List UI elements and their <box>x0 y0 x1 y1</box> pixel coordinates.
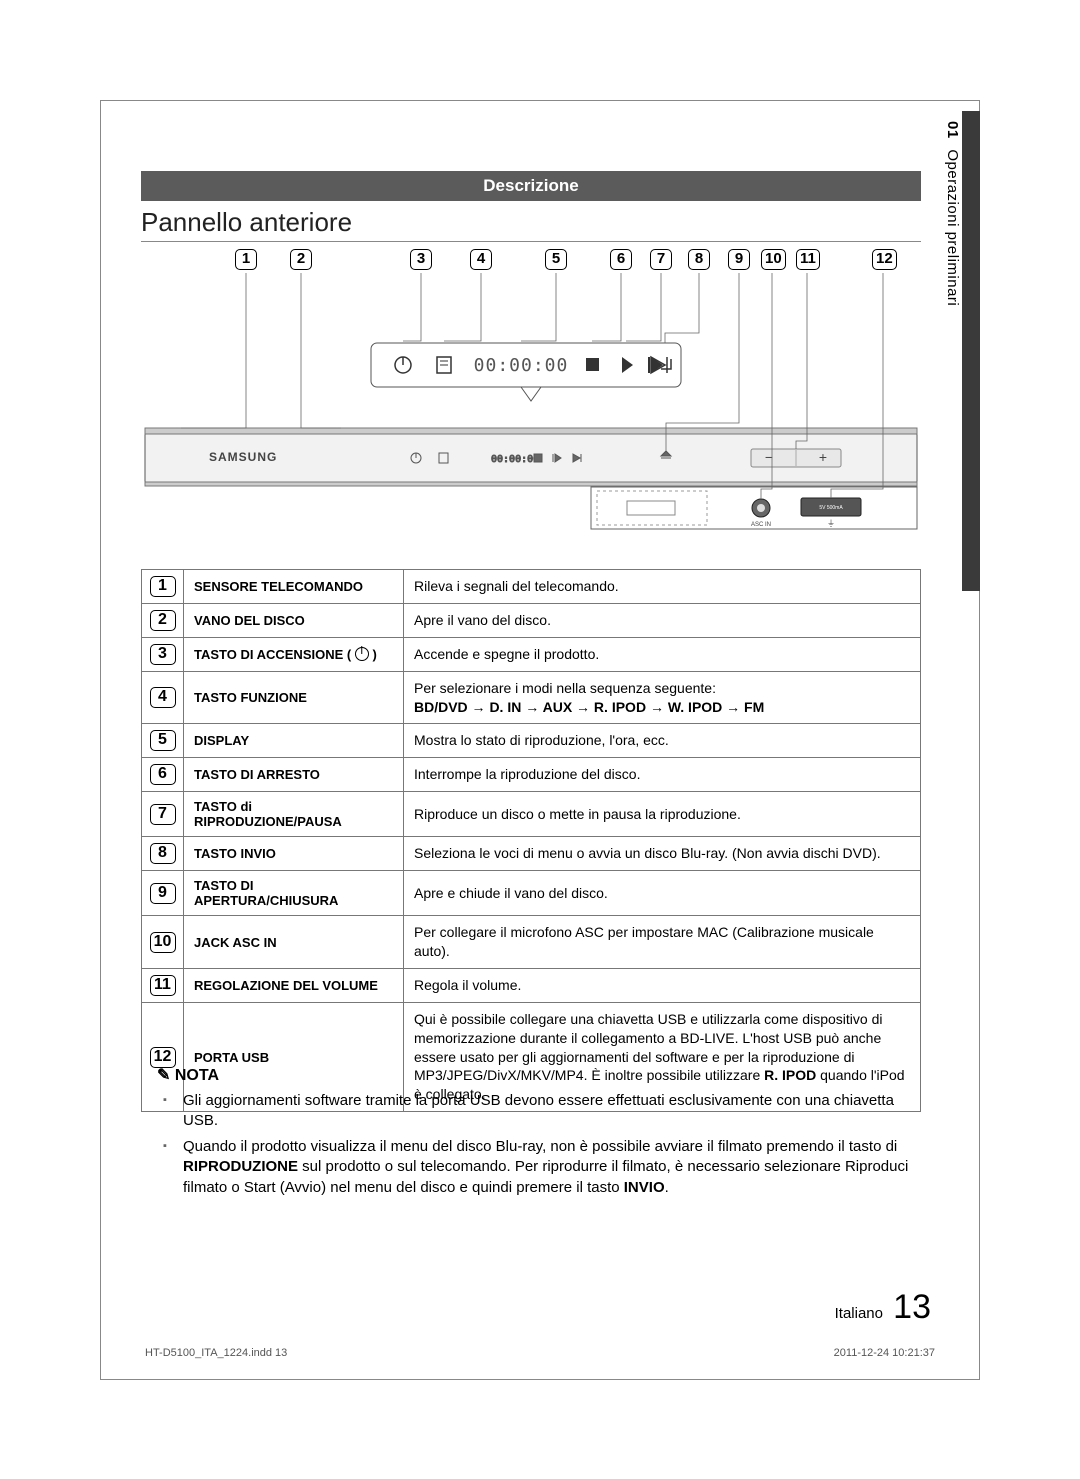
callout-row: 123456789101112 <box>141 249 921 273</box>
row-name: DISPLAY <box>184 724 404 758</box>
row-number: 4 <box>150 687 176 708</box>
table-row: 4 TASTO FUNZIONEPer selezionare i modi ne… <box>142 671 921 724</box>
svg-text:SAMSUNG: SAMSUNG <box>209 450 277 464</box>
callout-1: 1 <box>235 249 257 270</box>
row-name: JACK ASC IN <box>184 916 404 969</box>
row-name: TASTO di RIPRODUZIONE/PAUSA <box>184 792 404 837</box>
row-desc: Per selezionare i modi nella sequenza se… <box>404 671 921 724</box>
svg-text:+: + <box>819 449 827 465</box>
page-number: Italiano 13 <box>835 1288 931 1327</box>
row-desc: Accende e spegne il prodotto. <box>404 637 921 671</box>
callout-12: 12 <box>872 249 897 270</box>
row-name: VANO DEL DISCO <box>184 603 404 637</box>
callout-3: 3 <box>410 249 432 270</box>
svg-text:00:00:00: 00:00:00 <box>474 355 569 376</box>
print-footer-right: 2011-12-24 10:21:37 <box>834 1347 935 1359</box>
heading-bar: Descrizione <box>141 171 921 201</box>
row-name: SENSORE TELECOMANDO <box>184 570 404 604</box>
row-number: 5 <box>150 730 176 751</box>
table-row: 11 REGOLAZIONE DEL VOLUMERegola il volume… <box>142 968 921 1002</box>
callout-4: 4 <box>470 249 492 270</box>
sidebar-chapter: 01 Operazioni preliminari <box>939 121 961 331</box>
svg-text:⏚: ⏚ <box>827 519 835 528</box>
callout-11: 11 <box>796 249 820 270</box>
row-desc: Rileva i segnali del telecomando. <box>404 570 921 604</box>
callout-8: 8 <box>688 249 710 270</box>
row-number: 6 <box>150 764 176 785</box>
front-panel-diagram: 5V 500mA ASC IN ⏚ SAMSUNG 00:00:00 − + <box>141 273 921 543</box>
note-block: NOTA Gli aggiornamenti software tramite … <box>157 1065 917 1204</box>
row-number: 7 <box>150 804 176 825</box>
note-heading: NOTA <box>157 1065 917 1087</box>
table-row: 6 TASTO DI ARRESTOInterrompe la riproduzi… <box>142 758 921 792</box>
print-footer-left: HT-D5100_ITA_1224.indd 13 <box>145 1347 287 1359</box>
row-desc: Regola il volume. <box>404 968 921 1002</box>
section-title: Pannello anteriore <box>141 207 352 238</box>
table-row: 10 JACK ASC INPer collegare il microfono … <box>142 916 921 969</box>
row-number: 9 <box>150 883 176 904</box>
row-number: 8 <box>150 843 176 864</box>
note-item: Gli aggiornamenti software tramite la po… <box>183 1091 917 1132</box>
table-row: 2 VANO DEL DISCOApre il vano del disco. <box>142 603 921 637</box>
chapter-number: 01 <box>944 121 961 139</box>
table-row: 3 TASTO DI ACCENSIONE ( )Accende e spegne… <box>142 637 921 671</box>
row-name: TASTO INVIO <box>184 837 404 871</box>
callout-7: 7 <box>650 249 672 270</box>
row-desc: Apre e chiude il vano del disco. <box>404 871 921 916</box>
parts-table: 1 SENSORE TELECOMANDORileva i segnali del… <box>141 569 921 1112</box>
callout-10: 10 <box>761 249 786 270</box>
row-number: 1 <box>150 576 176 597</box>
row-name: TASTO DI APERTURA/CHIUSURA <box>184 871 404 916</box>
row-desc: Apre il vano del disco. <box>404 603 921 637</box>
table-row: 7 TASTO di RIPRODUZIONE/PAUSARiproduce un… <box>142 792 921 837</box>
table-row: 1 SENSORE TELECOMANDORileva i segnali del… <box>142 570 921 604</box>
page: 01 Operazioni preliminari Descrizione Pa… <box>100 100 980 1380</box>
power-icon <box>355 647 369 661</box>
row-name: TASTO FUNZIONE <box>184 671 404 724</box>
row-number: 11 <box>150 975 176 996</box>
page-lang: Italiano <box>835 1305 883 1322</box>
row-desc: Mostra lo stato di riproduzione, l'ora, … <box>404 724 921 758</box>
callout-5: 5 <box>545 249 567 270</box>
table-row: 5 DISPLAYMostra lo stato di riproduzione,… <box>142 724 921 758</box>
svg-text:5V 500mA: 5V 500mA <box>819 505 843 511</box>
page-num-value: 13 <box>893 1288 931 1326</box>
row-desc: Seleziona le voci di menu o avvia un dis… <box>404 837 921 871</box>
title-underline <box>141 241 921 242</box>
svg-text:ASC IN: ASC IN <box>751 522 771 528</box>
row-number: 2 <box>150 610 176 631</box>
callout-6: 6 <box>610 249 632 270</box>
row-desc: Interrompe la riproduzione del disco. <box>404 758 921 792</box>
row-desc: Riproduce un disco o mette in pausa la r… <box>404 792 921 837</box>
sidebar-accent <box>962 111 980 591</box>
row-name: TASTO DI ARRESTO <box>184 758 404 792</box>
row-number: 10 <box>150 932 176 953</box>
svg-text:00:00:00: 00:00:00 <box>491 454 539 465</box>
row-name: TASTO DI ACCENSIONE ( ) <box>184 637 404 671</box>
note-list: Gli aggiornamenti software tramite la po… <box>157 1091 917 1198</box>
table-row: 9 TASTO DI APERTURA/CHIUSURAApre e chiude… <box>142 871 921 916</box>
table-row: 8 TASTO INVIOSeleziona le voci di menu o … <box>142 837 921 871</box>
callout-9: 9 <box>728 249 750 270</box>
chapter-label: Operazioni preliminari <box>944 149 961 306</box>
callout-2: 2 <box>290 249 312 270</box>
row-name: REGOLAZIONE DEL VOLUME <box>184 968 404 1002</box>
row-number: 3 <box>150 644 176 665</box>
row-desc: Per collegare il microfono ASC per impos… <box>404 916 921 969</box>
note-item: Quando il prodotto visualizza il menu de… <box>183 1137 917 1198</box>
